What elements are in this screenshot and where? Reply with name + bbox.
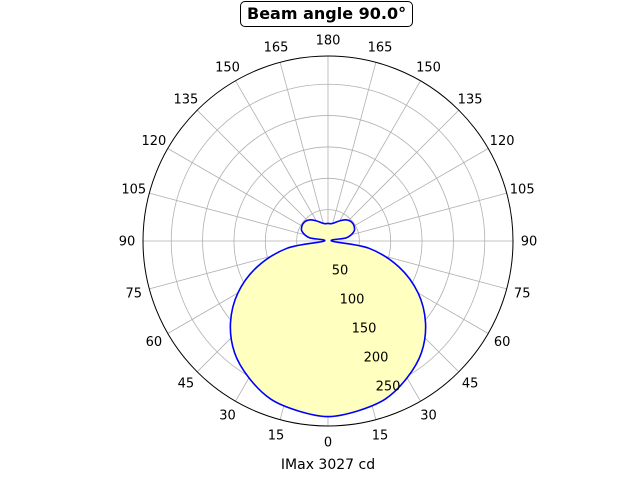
angle-tick-label: 120 (141, 134, 166, 149)
angle-tick-label: 90 (119, 235, 136, 250)
radial-tick-label: 150 (352, 321, 377, 336)
radial-tick-label: 100 (340, 292, 365, 307)
angle-tick-label: 60 (146, 335, 163, 350)
angle-tick-label: 60 (494, 335, 511, 350)
intensity-line (229, 219, 427, 418)
angle-tick-label: 45 (462, 377, 479, 392)
angle-tick-label: 30 (219, 409, 236, 424)
radial-tick-label: 250 (376, 379, 401, 394)
angular-gridline (327, 192, 507, 242)
angular-gridline (327, 62, 377, 242)
polar-frame (142, 55, 514, 427)
angle-tick-label: 0 (324, 436, 332, 451)
intensity-fill (230, 219, 426, 417)
angular-gridline (235, 80, 329, 242)
angle-tick-label: 90 (521, 235, 538, 250)
intensity-curve (142, 55, 514, 427)
angular-gridline (279, 62, 329, 242)
angle-tick-label: 150 (416, 60, 441, 75)
angle-tick-label: 45 (178, 377, 195, 392)
angle-tick-label: 75 (126, 287, 143, 302)
angle-tick-label: 135 (458, 92, 483, 107)
radial-tick-label: 200 (364, 350, 389, 365)
angle-tick-label: 105 (510, 183, 535, 198)
angle-tick-label: 120 (490, 134, 515, 149)
angle-tick-label: 135 (173, 92, 198, 107)
chart-title: Beam angle 90.0° (240, 1, 414, 27)
angle-tick-label: 15 (268, 429, 285, 444)
imax-label: IMax 3027 cd (280, 457, 376, 473)
angular-gridline (327, 109, 460, 242)
angular-gridline (149, 192, 329, 242)
angular-gridline (327, 80, 421, 242)
angle-tick-label: 180 (316, 34, 341, 49)
angle-tick-label: 150 (215, 60, 240, 75)
angle-tick-label: 165 (368, 40, 393, 55)
angle-tick-label: 30 (420, 409, 437, 424)
angle-tick-labels: 0 15 30 45 60 75 90 105 120 135 150 165 180 165 150 135… (119, 34, 538, 451)
angle-tick-label: 165 (264, 40, 289, 55)
radial-tick-label: 50 (332, 264, 349, 279)
angle-tick-label: 15 (372, 429, 389, 444)
angle-tick-label: 105 (121, 183, 146, 198)
angle-tick-label: 75 (514, 287, 531, 302)
angular-gridline (196, 109, 329, 242)
radial-tick-labels: 50 100 150 200 250 (332, 264, 401, 395)
